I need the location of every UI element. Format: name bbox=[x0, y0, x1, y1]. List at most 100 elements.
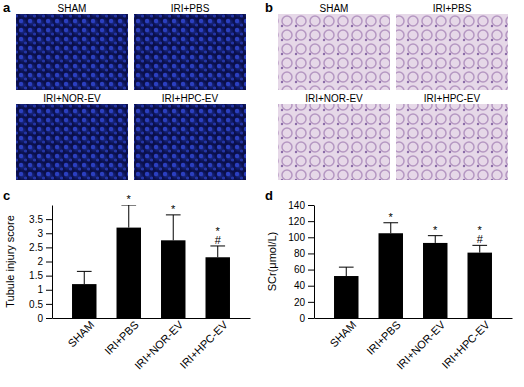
significance-mark: * bbox=[433, 224, 438, 236]
error-bar bbox=[472, 245, 487, 252]
error-bar bbox=[166, 215, 181, 240]
tick-mark bbox=[308, 221, 314, 222]
y-tick: 0 bbox=[37, 313, 52, 324]
error-stem bbox=[346, 267, 347, 276]
error-bar bbox=[121, 205, 136, 228]
micrograph bbox=[278, 104, 390, 180]
plot-area bbox=[334, 223, 492, 318]
tick-mark bbox=[46, 219, 52, 220]
error-stem bbox=[173, 215, 174, 240]
bar bbox=[72, 284, 96, 318]
error-cap bbox=[77, 271, 92, 272]
y-tick: 80 bbox=[294, 248, 314, 259]
figure: aSHAMIRI+PBSIRI+NOR-EVIRI+HPC-EVbSHAMIRI… bbox=[0, 0, 524, 387]
tick-mark bbox=[308, 318, 314, 319]
error-stem bbox=[479, 245, 480, 252]
bar bbox=[379, 233, 403, 318]
tick-label: 1 bbox=[37, 284, 43, 295]
tick-label: IRI+HPC-EV bbox=[439, 318, 492, 371]
tick-mark bbox=[46, 233, 52, 234]
tick-label: 140 bbox=[288, 200, 305, 211]
chart: d020406080100120140SHAMIRI+PBSIRI+NOR-EV… bbox=[265, 188, 513, 372]
significance-mark: * bbox=[389, 211, 394, 223]
tile-label: SHAM bbox=[320, 3, 349, 14]
tick-mark bbox=[308, 302, 314, 303]
bar bbox=[117, 228, 141, 318]
micrograph bbox=[134, 14, 246, 90]
panel-label: c bbox=[3, 188, 10, 203]
tick-label: IRI+PBS bbox=[364, 318, 403, 357]
x-tick: SHAM bbox=[65, 318, 96, 349]
y-tick: 100 bbox=[288, 232, 314, 243]
tick-label: 20 bbox=[294, 297, 306, 308]
panel-label: a bbox=[3, 0, 11, 15]
tick-mark bbox=[308, 270, 314, 271]
tick-label: 80 bbox=[294, 248, 306, 259]
tick-label: 120 bbox=[288, 216, 305, 227]
tile-label: IRI+HPC-EV bbox=[162, 93, 219, 104]
tick-mark bbox=[308, 286, 314, 287]
axis-title: Tubule injury score bbox=[4, 215, 16, 308]
tick-mark bbox=[46, 276, 52, 277]
error-stem bbox=[128, 205, 129, 228]
y-tick: 3.5 bbox=[29, 214, 52, 225]
error-bar bbox=[339, 267, 354, 276]
axis-line bbox=[52, 206, 53, 319]
y-tick: 2 bbox=[37, 256, 52, 267]
tick-label: 0 bbox=[37, 313, 43, 324]
tile-label: IRI+NOR-EV bbox=[43, 93, 101, 104]
tile-label: SHAM bbox=[58, 3, 87, 14]
tick-label: 2.5 bbox=[29, 242, 43, 253]
tick-label: 100 bbox=[288, 232, 305, 243]
error-stem bbox=[390, 223, 391, 233]
micrograph bbox=[134, 104, 246, 180]
significance-mark: # bbox=[477, 233, 484, 245]
error-cap bbox=[339, 267, 354, 268]
tick-label: 40 bbox=[294, 280, 306, 291]
y-tick: 120 bbox=[288, 216, 314, 227]
bar bbox=[334, 276, 358, 318]
error-bar bbox=[77, 271, 92, 284]
tick-label: 1.5 bbox=[29, 270, 43, 281]
tick-mark bbox=[46, 304, 52, 305]
tick-label: IRI+HPC-EV bbox=[177, 318, 230, 371]
y-tick: 0 bbox=[299, 313, 314, 324]
bar bbox=[423, 243, 447, 318]
tick-label: 0 bbox=[299, 313, 305, 324]
plot-area bbox=[72, 205, 230, 318]
error-bar bbox=[383, 223, 398, 233]
tick-mark bbox=[308, 253, 314, 254]
panel-label: d bbox=[265, 188, 273, 203]
y-tick: 140 bbox=[288, 200, 314, 211]
bar bbox=[161, 240, 185, 318]
tick-mark bbox=[46, 262, 52, 263]
tick-label: IRI+PBS bbox=[102, 318, 141, 357]
y-tick: 20 bbox=[294, 297, 314, 308]
tick-label: SHAM bbox=[65, 318, 96, 349]
tile-label: IRI+NOR-EV bbox=[305, 93, 363, 104]
x-tick: IRI+HPC-EV bbox=[177, 318, 230, 371]
micrograph bbox=[278, 14, 390, 90]
chart: c00.511.522.533.5SHAMIRI+PBSIRI+NOR-EVIR… bbox=[3, 188, 251, 372]
panel-label: b bbox=[265, 0, 273, 15]
significance-mark: # bbox=[215, 234, 222, 246]
error-stem bbox=[435, 236, 436, 243]
x-tick: SHAM bbox=[327, 318, 358, 349]
tile-label: IRI+PBS bbox=[171, 3, 210, 14]
axis-title: SCr(μmol/L) bbox=[266, 232, 278, 292]
y-tick: 40 bbox=[294, 280, 314, 291]
x-axis: SHAMIRI+PBSIRI+NOR-EVIRI+HPC-EV bbox=[315, 318, 513, 372]
y-tick: 1 bbox=[37, 284, 52, 295]
tick-label: 3.5 bbox=[29, 214, 43, 225]
micrograph bbox=[16, 14, 128, 90]
significance-mark: * bbox=[171, 203, 176, 215]
y-axis: 0 0.5 1 1.5 2 2.5 3 3.5 bbox=[29, 206, 52, 324]
tick-label: 3 bbox=[37, 228, 43, 239]
significance-mark: * bbox=[127, 193, 132, 205]
bar bbox=[468, 253, 492, 318]
x-tick: IRI+HPC-EV bbox=[439, 318, 492, 371]
y-tick: 0.5 bbox=[29, 299, 52, 310]
micrograph bbox=[16, 104, 128, 180]
micrograph bbox=[396, 104, 508, 180]
error-cap bbox=[121, 205, 136, 206]
